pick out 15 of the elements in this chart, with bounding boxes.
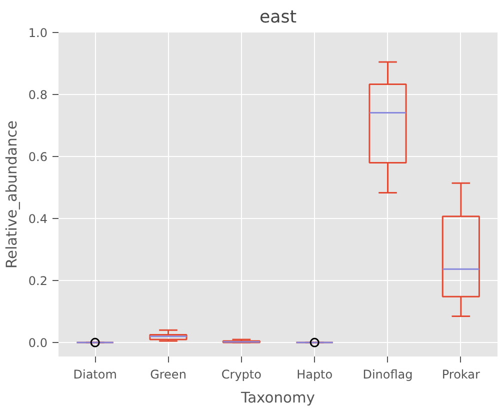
y-tick-label: 0.0 [28, 336, 48, 350]
x-tick-label: Dinoflag [362, 368, 413, 382]
y-tick-label: 0.8 [28, 88, 48, 102]
x-axis-title: Taxonomy [240, 390, 316, 406]
x-tick-label: Hapto [296, 368, 333, 382]
y-tick-label: 0.2 [28, 274, 48, 288]
x-tick-label: Diatom [73, 368, 117, 382]
x-tick-label: Prokar [442, 368, 480, 382]
y-tick-label: 1.0 [28, 26, 48, 40]
y-tick-label: 0.4 [28, 212, 48, 226]
x-tick-label: Green [150, 368, 186, 382]
chart-title: east [259, 8, 297, 28]
y-axis-title: Relative_abundance [3, 120, 20, 268]
x-tick-label: Crypto [221, 368, 262, 382]
y-tick-label: 0.6 [28, 150, 48, 164]
